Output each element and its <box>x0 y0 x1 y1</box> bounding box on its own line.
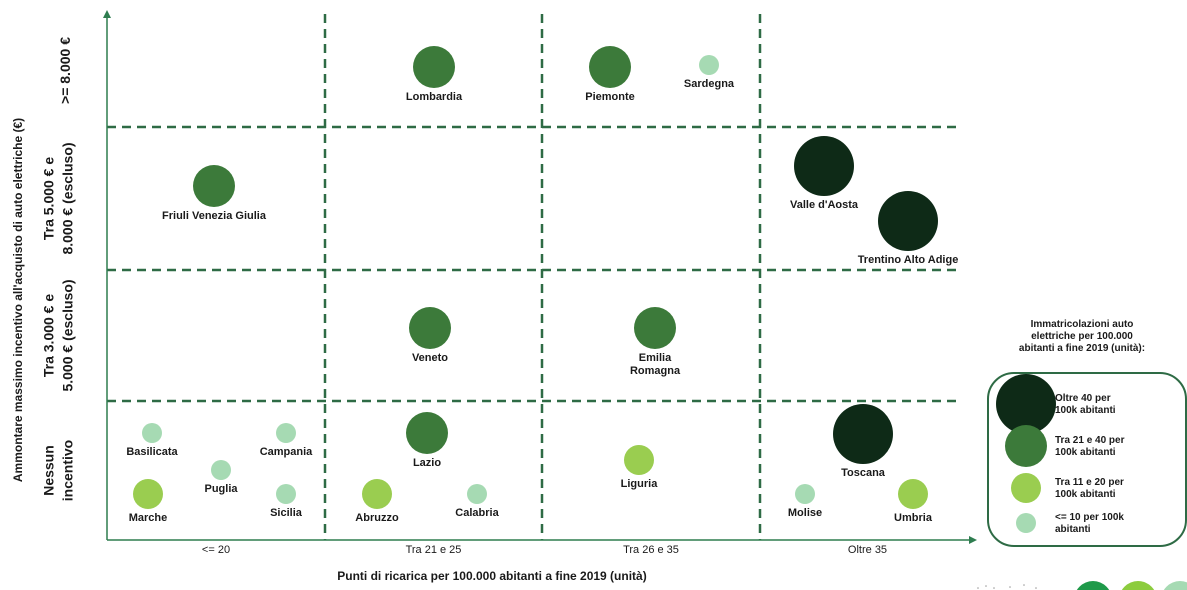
bubble-label: Calabria <box>455 507 499 519</box>
grid-lines <box>107 14 960 540</box>
bubble-basilicata <box>142 423 162 443</box>
y-axis-title: Ammontare massimo incentivo all'acquisto… <box>11 118 25 482</box>
axes <box>103 10 977 544</box>
legend-title: Immatricolazioni auto elettriche per 100.… <box>1019 319 1145 354</box>
bubble-valle-d-aosta <box>794 136 854 196</box>
legend-swatch <box>1016 513 1036 533</box>
bubble-calabria <box>467 484 487 504</box>
bubble-label: Toscana <box>841 467 886 479</box>
bubble-label: Umbria <box>894 512 933 524</box>
logo-dot <box>1009 586 1011 588</box>
bubble-puglia <box>211 460 231 480</box>
legend-swatch <box>1005 425 1047 467</box>
legend-label: Oltre 40 per 100k abitanti <box>1055 393 1116 416</box>
x-tick-label: Oltre 35 <box>848 544 887 556</box>
bubble-label: Sardegna <box>684 78 735 90</box>
x-tick-label: Tra 26 e 35 <box>623 544 679 556</box>
bubble-lazio <box>406 412 448 454</box>
legend-label: <= 10 per 100k abitanti <box>1055 512 1124 535</box>
bubble-marche <box>133 479 163 509</box>
bubble-toscana <box>833 404 893 464</box>
logo-dot <box>993 587 995 589</box>
logo-circle <box>1163 581 1187 590</box>
bubble-trentino-alto-adige <box>878 191 938 251</box>
bubble-molise <box>795 484 815 504</box>
bubble-label: Marche <box>129 512 168 524</box>
brand-logo <box>977 581 1187 590</box>
bubble-label: Puglia <box>204 483 238 495</box>
logo-dot <box>977 587 979 589</box>
legend-swatch <box>996 374 1056 434</box>
x-axis-title: Punti di ricarica per 100.000 abitanti a… <box>337 569 646 583</box>
bubble-label: Friuli Venezia Giulia <box>162 210 267 222</box>
bubble-label: Sicilia <box>270 507 303 519</box>
bubble-umbria <box>898 479 928 509</box>
bubble-label: Abruzzo <box>355 512 399 524</box>
bubble-label: Molise <box>788 507 822 519</box>
bubble-liguria <box>624 445 654 475</box>
logo-dot <box>1023 584 1025 586</box>
bubble-emilia-romagna <box>634 307 676 349</box>
bubble-lombardia <box>413 46 455 88</box>
bubble-label: Trentino Alto Adige <box>858 254 959 266</box>
logo-circle <box>1076 581 1110 590</box>
bubble-label: Basilicata <box>126 446 178 458</box>
y-tick-label: Tra 3.000 € e 5.000 € (escluso) <box>41 279 76 391</box>
y-tick-label: Nessun incentivo <box>41 440 76 501</box>
bubble-friuli-venezia-giulia <box>193 165 235 207</box>
bubble-sicilia <box>276 484 296 504</box>
bubble-label: Emilia Romagna <box>630 352 681 377</box>
bubble-label: Valle d'Aosta <box>790 199 859 211</box>
bubble-sardegna <box>699 55 719 75</box>
x-tick-label: <= 20 <box>202 544 230 556</box>
y-tick-label: >= 8.000 € <box>57 37 73 104</box>
bubble-label: Piemonte <box>585 91 635 103</box>
logo-dot <box>985 585 987 587</box>
bubble-piemonte <box>589 46 631 88</box>
bubble-label: Lazio <box>413 457 441 469</box>
legend: Immatricolazioni auto elettriche per 100.… <box>987 319 1187 547</box>
legend-label: Tra 21 e 40 per 100k abitanti <box>1055 435 1125 458</box>
bubble-label: Campania <box>260 446 313 458</box>
bubble-label: Liguria <box>621 478 659 490</box>
bubbles: Lombardia Piemonte Sardegna Friuli Venezia … <box>126 46 958 524</box>
y-tick-label: Tra 5.000 € e 8.000 € (escluso) <box>41 142 76 254</box>
bubble-label: Veneto <box>412 352 448 364</box>
bubble-campania <box>276 423 296 443</box>
logo-dot <box>1035 587 1037 589</box>
logo-circle <box>1121 581 1155 590</box>
x-tick-label: Tra 21 e 25 <box>406 544 462 556</box>
bubble-label: Lombardia <box>406 91 463 103</box>
bubble-veneto <box>409 307 451 349</box>
axis-labels: <= 20 Tra 21 e 25 Tra 26 e 35 Oltre 35 Nessu… <box>11 37 887 583</box>
legend-label: Tra 11 e 20 per 100k abitanti <box>1055 477 1124 500</box>
legend-swatch <box>1011 473 1041 503</box>
bubble-abruzzo <box>362 479 392 509</box>
